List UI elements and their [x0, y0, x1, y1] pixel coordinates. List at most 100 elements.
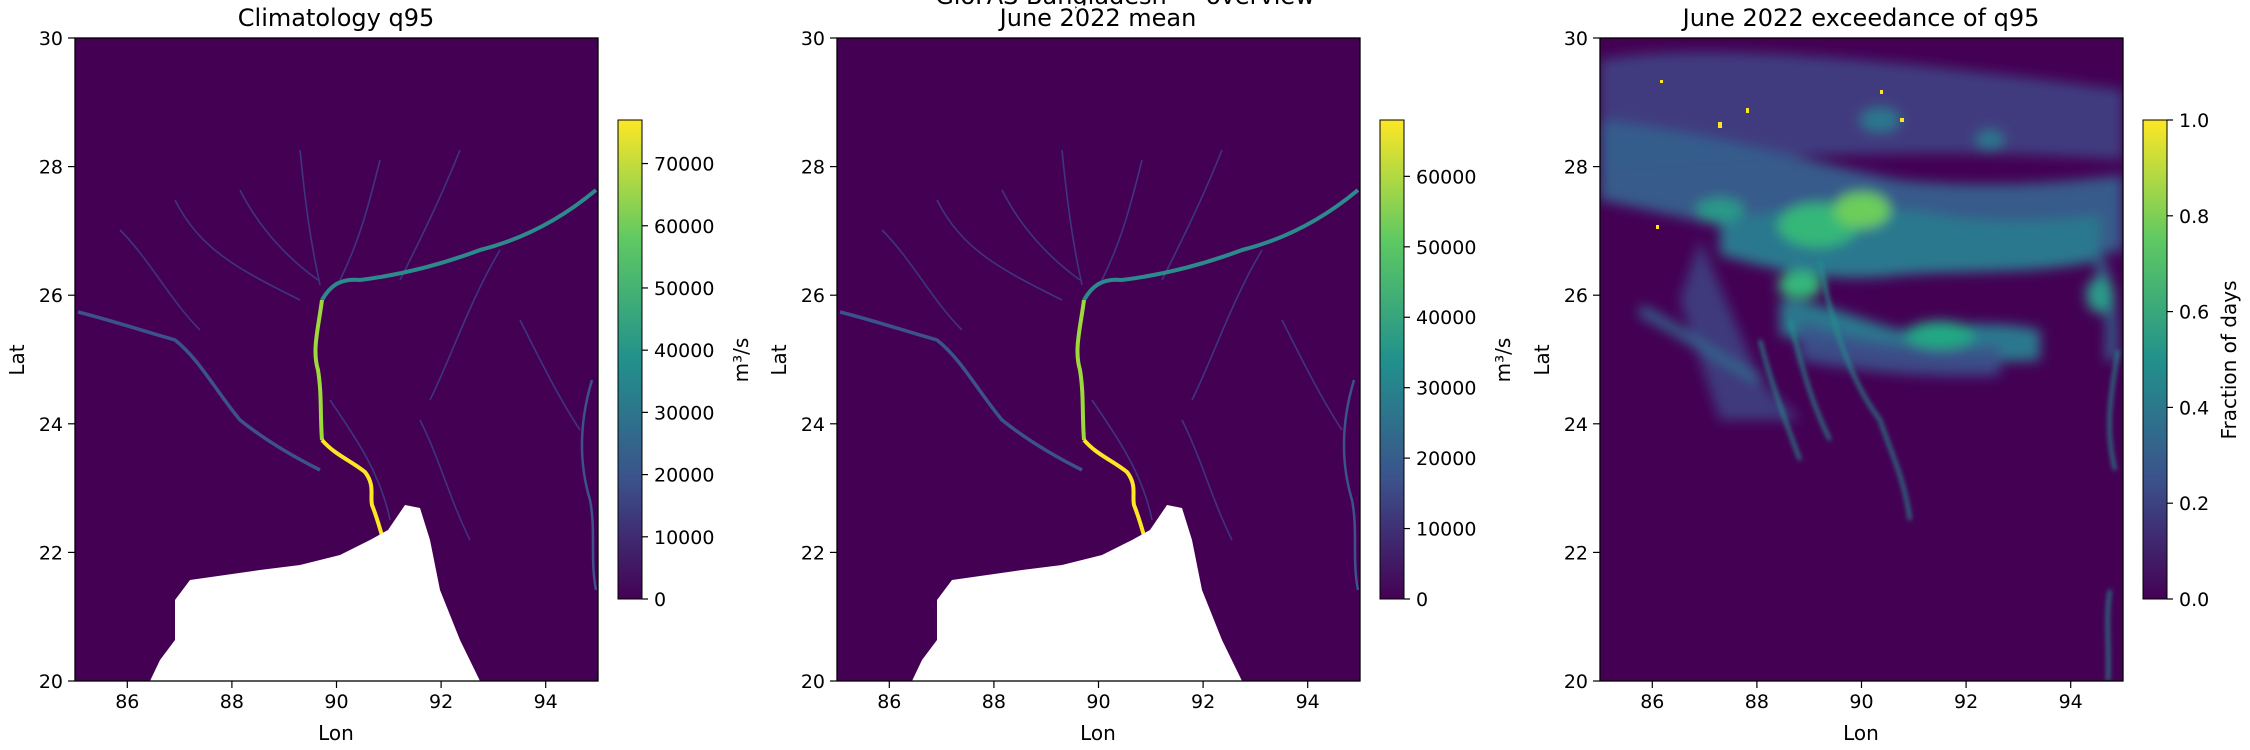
colorbar-tick-label: 30000 — [654, 402, 714, 424]
heatmap-area — [837, 38, 1360, 681]
brahmaputra-river — [1082, 188, 1360, 302]
colorbar-tick-label: 20000 — [654, 465, 714, 487]
colorbar: 0.0 0.2 0.4 0.6 0.8 1.0 Fraction of days — [2142, 110, 2241, 611]
colorbar-tick-label: 50000 — [1416, 237, 1476, 259]
colorbar: 0 10000 20000 30000 40000 50000 60000 70000 m³/… — [617, 119, 753, 611]
brahmaputra-river — [320, 188, 598, 302]
heatmap-area — [1600, 38, 2123, 681]
y-axis-label: Lat — [5, 344, 29, 375]
x-tick-label: 94 — [534, 691, 558, 713]
colorbar-tick-label: 40000 — [1416, 307, 1476, 329]
y-ticks: 20 22 24 26 28 30 — [801, 28, 837, 693]
y-tick-label: 24 — [39, 414, 63, 436]
high-exceedance-pixels — [1656, 80, 1904, 229]
x-tick-label: 94 — [2059, 691, 2083, 713]
bay-of-bengal-no-data — [150, 505, 480, 681]
x-tick-label: 90 — [324, 691, 348, 713]
panel-june-2022-mean: June 2022 mean 86 88 90 92 94 — [767, 1, 1515, 745]
eastern-river — [1342, 379, 1360, 591]
y-ticks: 20 22 24 26 28 30 — [1564, 28, 1600, 693]
colorbar-ticks: 0 10000 20000 30000 40000 50000 60000 — [1404, 166, 1476, 611]
x-tick-label: 90 — [1849, 691, 1873, 713]
colorbar: 0 10000 20000 30000 40000 50000 60000 m³/s — [1379, 119, 1515, 611]
y-tick-label: 30 — [1564, 28, 1588, 50]
y-tick-label: 28 — [39, 157, 63, 179]
exceedance-field — [1600, 51, 2123, 420]
bay-of-bengal-no-data — [912, 505, 1242, 681]
colorbar-tick-label: 0 — [654, 589, 666, 611]
colorbar-tick-label: 0 — [1416, 589, 1428, 611]
y-tick-label: 30 — [39, 28, 63, 50]
panel-title: June 2022 exceedance of q95 — [1681, 4, 2040, 32]
y-tick-label: 26 — [39, 285, 63, 307]
colorbar-tick-label: 60000 — [1416, 166, 1476, 188]
y-tick-label: 20 — [801, 671, 825, 693]
x-tick-label: 92 — [429, 691, 453, 713]
colorbar-tick-label: 0.6 — [2179, 302, 2209, 324]
x-ticks: 86 88 90 92 94 — [877, 681, 1320, 713]
x-tick-label: 88 — [220, 691, 244, 713]
colorbar-tick-label: 40000 — [654, 340, 714, 362]
x-axis-label: Lon — [318, 721, 354, 745]
x-tick-label: 92 — [1954, 691, 1978, 713]
x-tick-label: 90 — [1086, 691, 1110, 713]
y-axis-label: Lat — [767, 344, 791, 375]
colorbar-gradient — [617, 119, 643, 600]
y-tick-label: 22 — [1564, 542, 1588, 564]
y-axis-label: Lat — [1530, 344, 1554, 375]
y-tick-label: 22 — [801, 542, 825, 564]
x-ticks: 86 88 90 92 94 — [115, 681, 558, 713]
colorbar-label: m³/s — [1491, 338, 1515, 383]
colorbar-tick-label: 10000 — [654, 527, 714, 549]
colorbar-tick-label: 0.4 — [2179, 397, 2209, 419]
eastern-river — [580, 379, 598, 591]
panel-title: June 2022 mean — [998, 4, 1197, 32]
x-tick-label: 92 — [1191, 691, 1215, 713]
y-tick-label: 20 — [39, 671, 63, 693]
x-tick-label: 88 — [982, 691, 1006, 713]
colorbar-tick-label: 0.0 — [2179, 589, 2209, 611]
lower-meghna-river — [320, 438, 387, 546]
y-ticks: 20 22 24 26 28 30 — [39, 28, 75, 693]
lower-meghna-river — [1082, 438, 1149, 546]
y-tick-label: 22 — [39, 542, 63, 564]
figure-suptitle: GloFAS Bangladesh — overview — [935, 0, 1315, 10]
y-tick-label: 26 — [801, 285, 825, 307]
colorbar-tick-label: 70000 — [654, 154, 714, 176]
padma-river — [1075, 299, 1086, 441]
y-tick-label: 20 — [1564, 671, 1588, 693]
colorbar-tick-label: 0.2 — [2179, 493, 2209, 515]
x-tick-label: 94 — [1296, 691, 1320, 713]
y-tick-label: 30 — [801, 28, 825, 50]
x-tick-label: 86 — [1640, 691, 1664, 713]
x-axis-label: Lon — [1080, 721, 1116, 745]
panel-climatology-q95: Climatology q95 86 88 90 92 94 — [5, 4, 753, 745]
colorbar-tick-label: 60000 — [654, 216, 714, 238]
padma-river — [313, 299, 324, 441]
heatmap-area — [75, 38, 598, 681]
colorbar-label: Fraction of days — [2217, 280, 2241, 439]
ganges-river — [77, 310, 321, 472]
colorbar-ticks: 0 10000 20000 30000 40000 50000 60000 70000 — [642, 154, 714, 611]
colorbar-label: m³/s — [729, 338, 753, 383]
x-tick-label: 86 — [115, 691, 139, 713]
ganges-river — [839, 310, 1083, 472]
panel-title: Climatology q95 — [238, 4, 434, 32]
colorbar-tick-label: 20000 — [1416, 448, 1476, 470]
colorbar-gradient — [1379, 119, 1405, 600]
y-tick-label: 24 — [801, 414, 825, 436]
y-tick-label: 28 — [1564, 157, 1588, 179]
colorbar-ticks: 0.0 0.2 0.4 0.6 0.8 1.0 — [2167, 110, 2209, 611]
colorbar-tick-label: 1.0 — [2179, 110, 2209, 132]
tributary-network — [119, 149, 581, 541]
panel-june-2022-exceedance: June 2022 exceedance of q95 — [1530, 4, 2241, 745]
colorbar-tick-label: 30000 — [1416, 378, 1476, 400]
x-tick-label: 88 — [1745, 691, 1769, 713]
x-ticks: 86 88 90 92 94 — [1640, 681, 2083, 713]
colorbar-gradient — [2142, 119, 2168, 600]
colorbar-tick-label: 10000 — [1416, 519, 1476, 541]
y-tick-label: 24 — [1564, 414, 1588, 436]
x-axis-label: Lon — [1843, 721, 1879, 745]
y-tick-label: 26 — [1564, 285, 1588, 307]
